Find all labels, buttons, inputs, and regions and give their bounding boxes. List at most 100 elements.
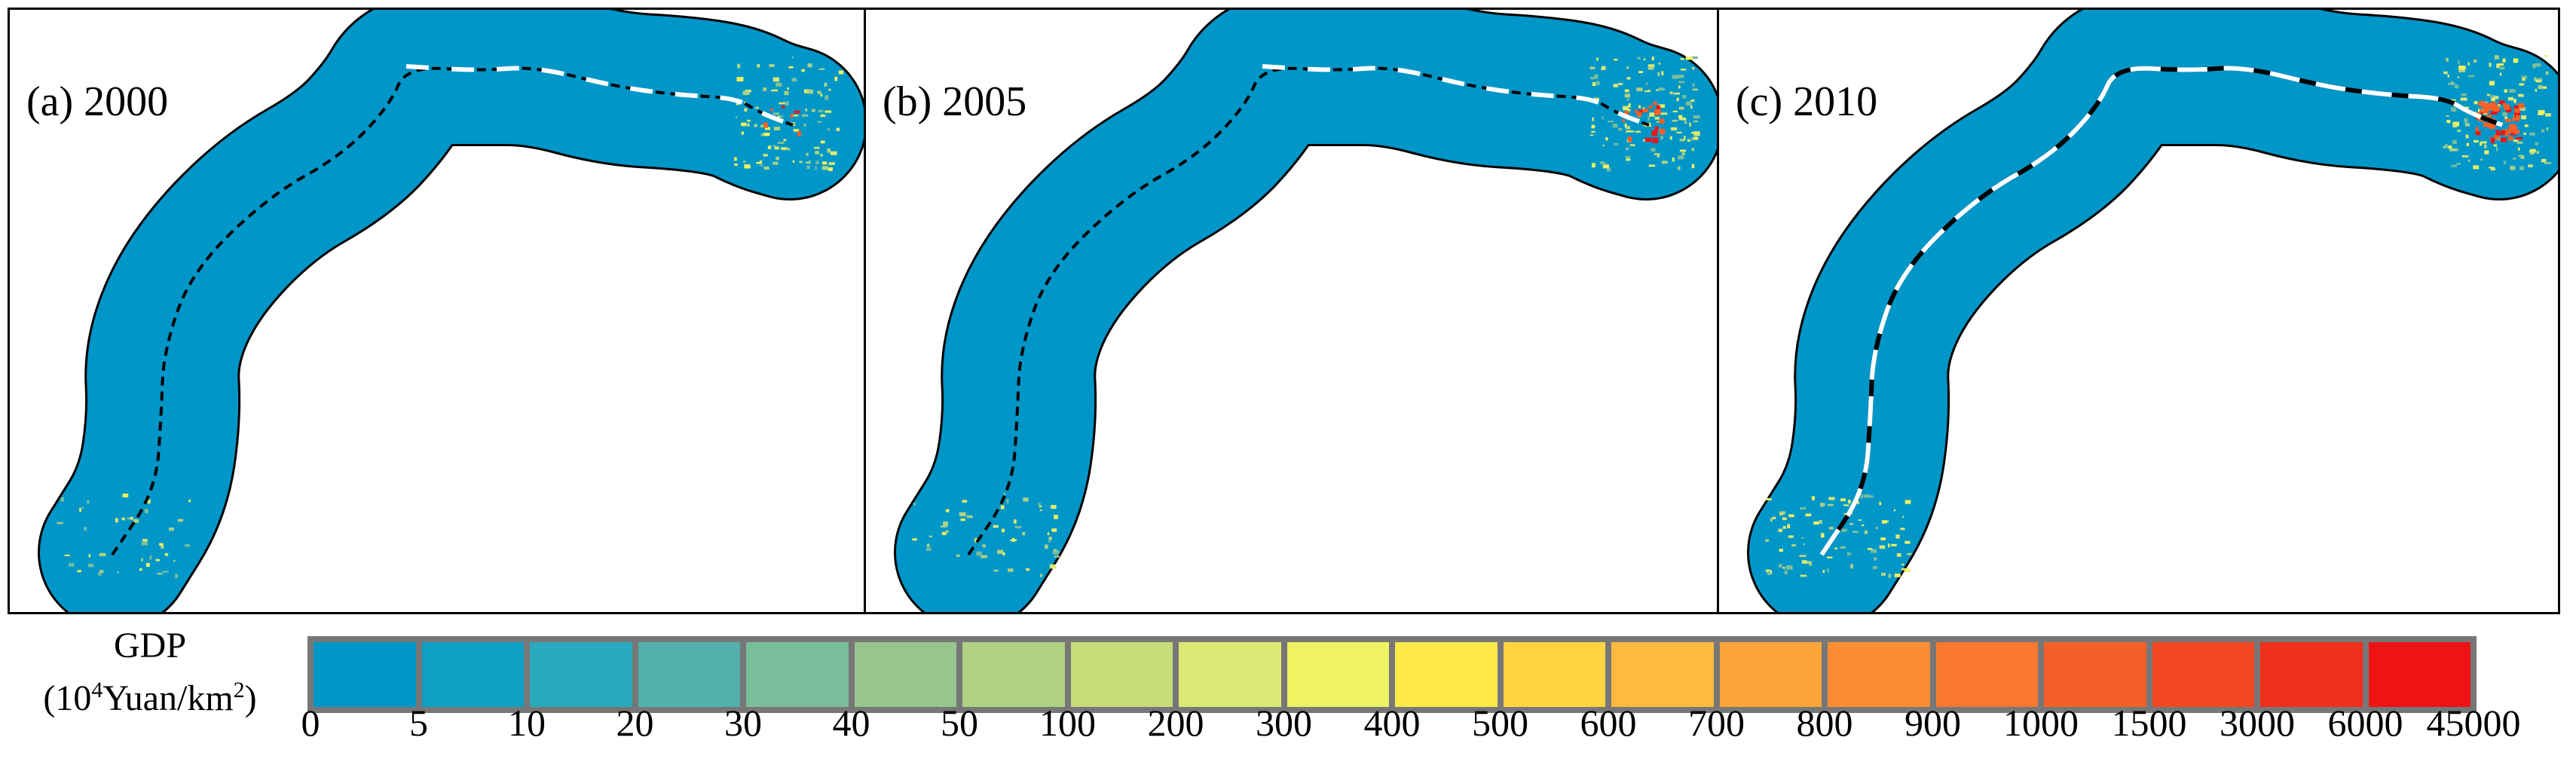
- gdp-speckle: [1676, 131, 1682, 133]
- gdp-speckle: [1880, 537, 1886, 540]
- gdp-speckle: [1691, 56, 1698, 60]
- gdp-speckle: [736, 103, 739, 106]
- gdp-speckle: [760, 124, 766, 128]
- gdp-hotspot: [2478, 101, 2486, 107]
- gdp-speckle: [1840, 546, 1846, 549]
- gdp-speckle: [777, 142, 785, 145]
- gdp-speckle: [2458, 69, 2466, 73]
- gdp-speckle: [1672, 110, 1678, 113]
- gdp-speckle: [834, 76, 838, 81]
- gdp-speckle: [976, 551, 982, 556]
- gdp-speckle: [1692, 83, 1695, 87]
- gdp-hotspot: [2503, 104, 2510, 110]
- gdp-speckle: [1627, 109, 1631, 112]
- gdp-speckle: [2544, 162, 2552, 164]
- gdp-speckle: [1684, 121, 1687, 124]
- gdp-speckle: [828, 162, 835, 165]
- gdp-speckle: [1656, 121, 1660, 123]
- gdp-speckle: [1907, 552, 1912, 555]
- gdp-hotspot: [2516, 115, 2520, 121]
- gdp-speckle: [133, 519, 139, 523]
- gdp-speckle: [2446, 119, 2451, 124]
- gdp-speckle: [824, 82, 828, 87]
- panel-divider: [1717, 10, 1719, 612]
- gdp-speckle: [1879, 501, 1882, 506]
- gdp-speckle: [1822, 503, 1825, 506]
- gdp-speckle: [1026, 568, 1030, 571]
- gdp-speckle: [2545, 113, 2551, 117]
- gdp-hotspot: [2493, 134, 2500, 139]
- gdp-speckle: [1591, 124, 1595, 129]
- gdp-speckle: [941, 525, 947, 528]
- gdp-speckle: [2489, 95, 2495, 97]
- map-panels-frame: (a) 2000 (b) 2005 (c) 2010: [8, 8, 2560, 614]
- gdp-speckle: [2456, 163, 2461, 165]
- legend-tick-label: 1500: [2111, 702, 2187, 744]
- gdp-speckle: [1002, 552, 1005, 555]
- gdp-speckle: [1691, 148, 1695, 151]
- gdp-speckle: [912, 538, 917, 541]
- gdp-hotspot: [2513, 131, 2519, 134]
- gdp-speckle: [2461, 93, 2467, 96]
- gdp-speckle: [1590, 76, 1595, 80]
- gdp-speckle: [1626, 158, 1631, 161]
- gdp-speckle: [2447, 74, 2449, 78]
- upgraded-road-line: [405, 64, 794, 127]
- gdp-speckle: [1054, 555, 1060, 558]
- gdp-hotspot: [790, 113, 794, 118]
- gdp-speckle: [88, 554, 91, 558]
- gdp-speckle: [1868, 547, 1873, 550]
- gdp-speckle: [1654, 117, 1660, 120]
- gdp-speckle: [1828, 497, 1835, 500]
- gdp-speckle: [177, 519, 184, 522]
- gdp-speckle: [1807, 561, 1810, 565]
- legend-tick-label: 300: [1256, 702, 1312, 744]
- gdp-speckle: [1693, 131, 1700, 136]
- gdp-hotspot: [2517, 103, 2525, 109]
- gdp-speckle: [2457, 76, 2460, 78]
- gdp-speckle: [1864, 530, 1868, 534]
- gdp-hotspot: [2513, 109, 2520, 113]
- gdp-speckle: [2544, 55, 2548, 57]
- gdp-speckle: [1678, 166, 1681, 170]
- gdp-speckle: [2529, 132, 2535, 136]
- gdp-speckle: [1901, 516, 1904, 519]
- gdp-speckle: [155, 558, 161, 562]
- gdp-speckle: [1658, 63, 1661, 65]
- gdp-speckle: [763, 167, 769, 170]
- gdp-speckle: [769, 64, 775, 67]
- gdp-speckle: [2529, 149, 2536, 153]
- legend-swatch: [1070, 642, 1173, 707]
- gdp-speckle: [1772, 516, 1776, 519]
- gdp-speckle: [64, 554, 70, 557]
- gdp-speckle: [1819, 520, 1822, 524]
- gdp-speckle: [2518, 93, 2524, 97]
- gdp-speckle: [1600, 161, 1605, 165]
- gdp-speckle: [737, 63, 741, 69]
- upgraded-road-line: [1262, 64, 1651, 127]
- legend-swatch: [2152, 642, 2254, 707]
- gdp-speckle: [744, 108, 748, 112]
- gdp-speckle: [1765, 569, 1770, 573]
- gdp-speckle: [1678, 115, 1683, 118]
- gdp-speckle: [99, 570, 104, 574]
- gdp-speckle: [996, 549, 1004, 554]
- gdp-speckle: [117, 571, 119, 574]
- gdp-speckle: [2513, 158, 2516, 160]
- legend-swatch: [314, 642, 416, 707]
- gdp-speckle: [815, 161, 819, 164]
- gdp-speckle: [1693, 121, 1699, 123]
- gdp-speckle: [1623, 106, 1629, 111]
- gdp-speckle: [776, 156, 780, 161]
- gdp-speckle: [827, 148, 831, 153]
- legend-tick-label: 900: [1904, 702, 1961, 744]
- gdp-speckle: [2528, 164, 2533, 167]
- gdp-speckle: [1813, 521, 1819, 525]
- gdp-speckle: [791, 78, 797, 82]
- corridor-buffer: [40, 10, 864, 612]
- gdp-speckle: [2516, 141, 2523, 144]
- gdp-speckle: [743, 102, 747, 104]
- gdp-speckle: [174, 574, 179, 578]
- gdp-speckle: [1605, 137, 1608, 141]
- legend-swatch: [638, 642, 740, 707]
